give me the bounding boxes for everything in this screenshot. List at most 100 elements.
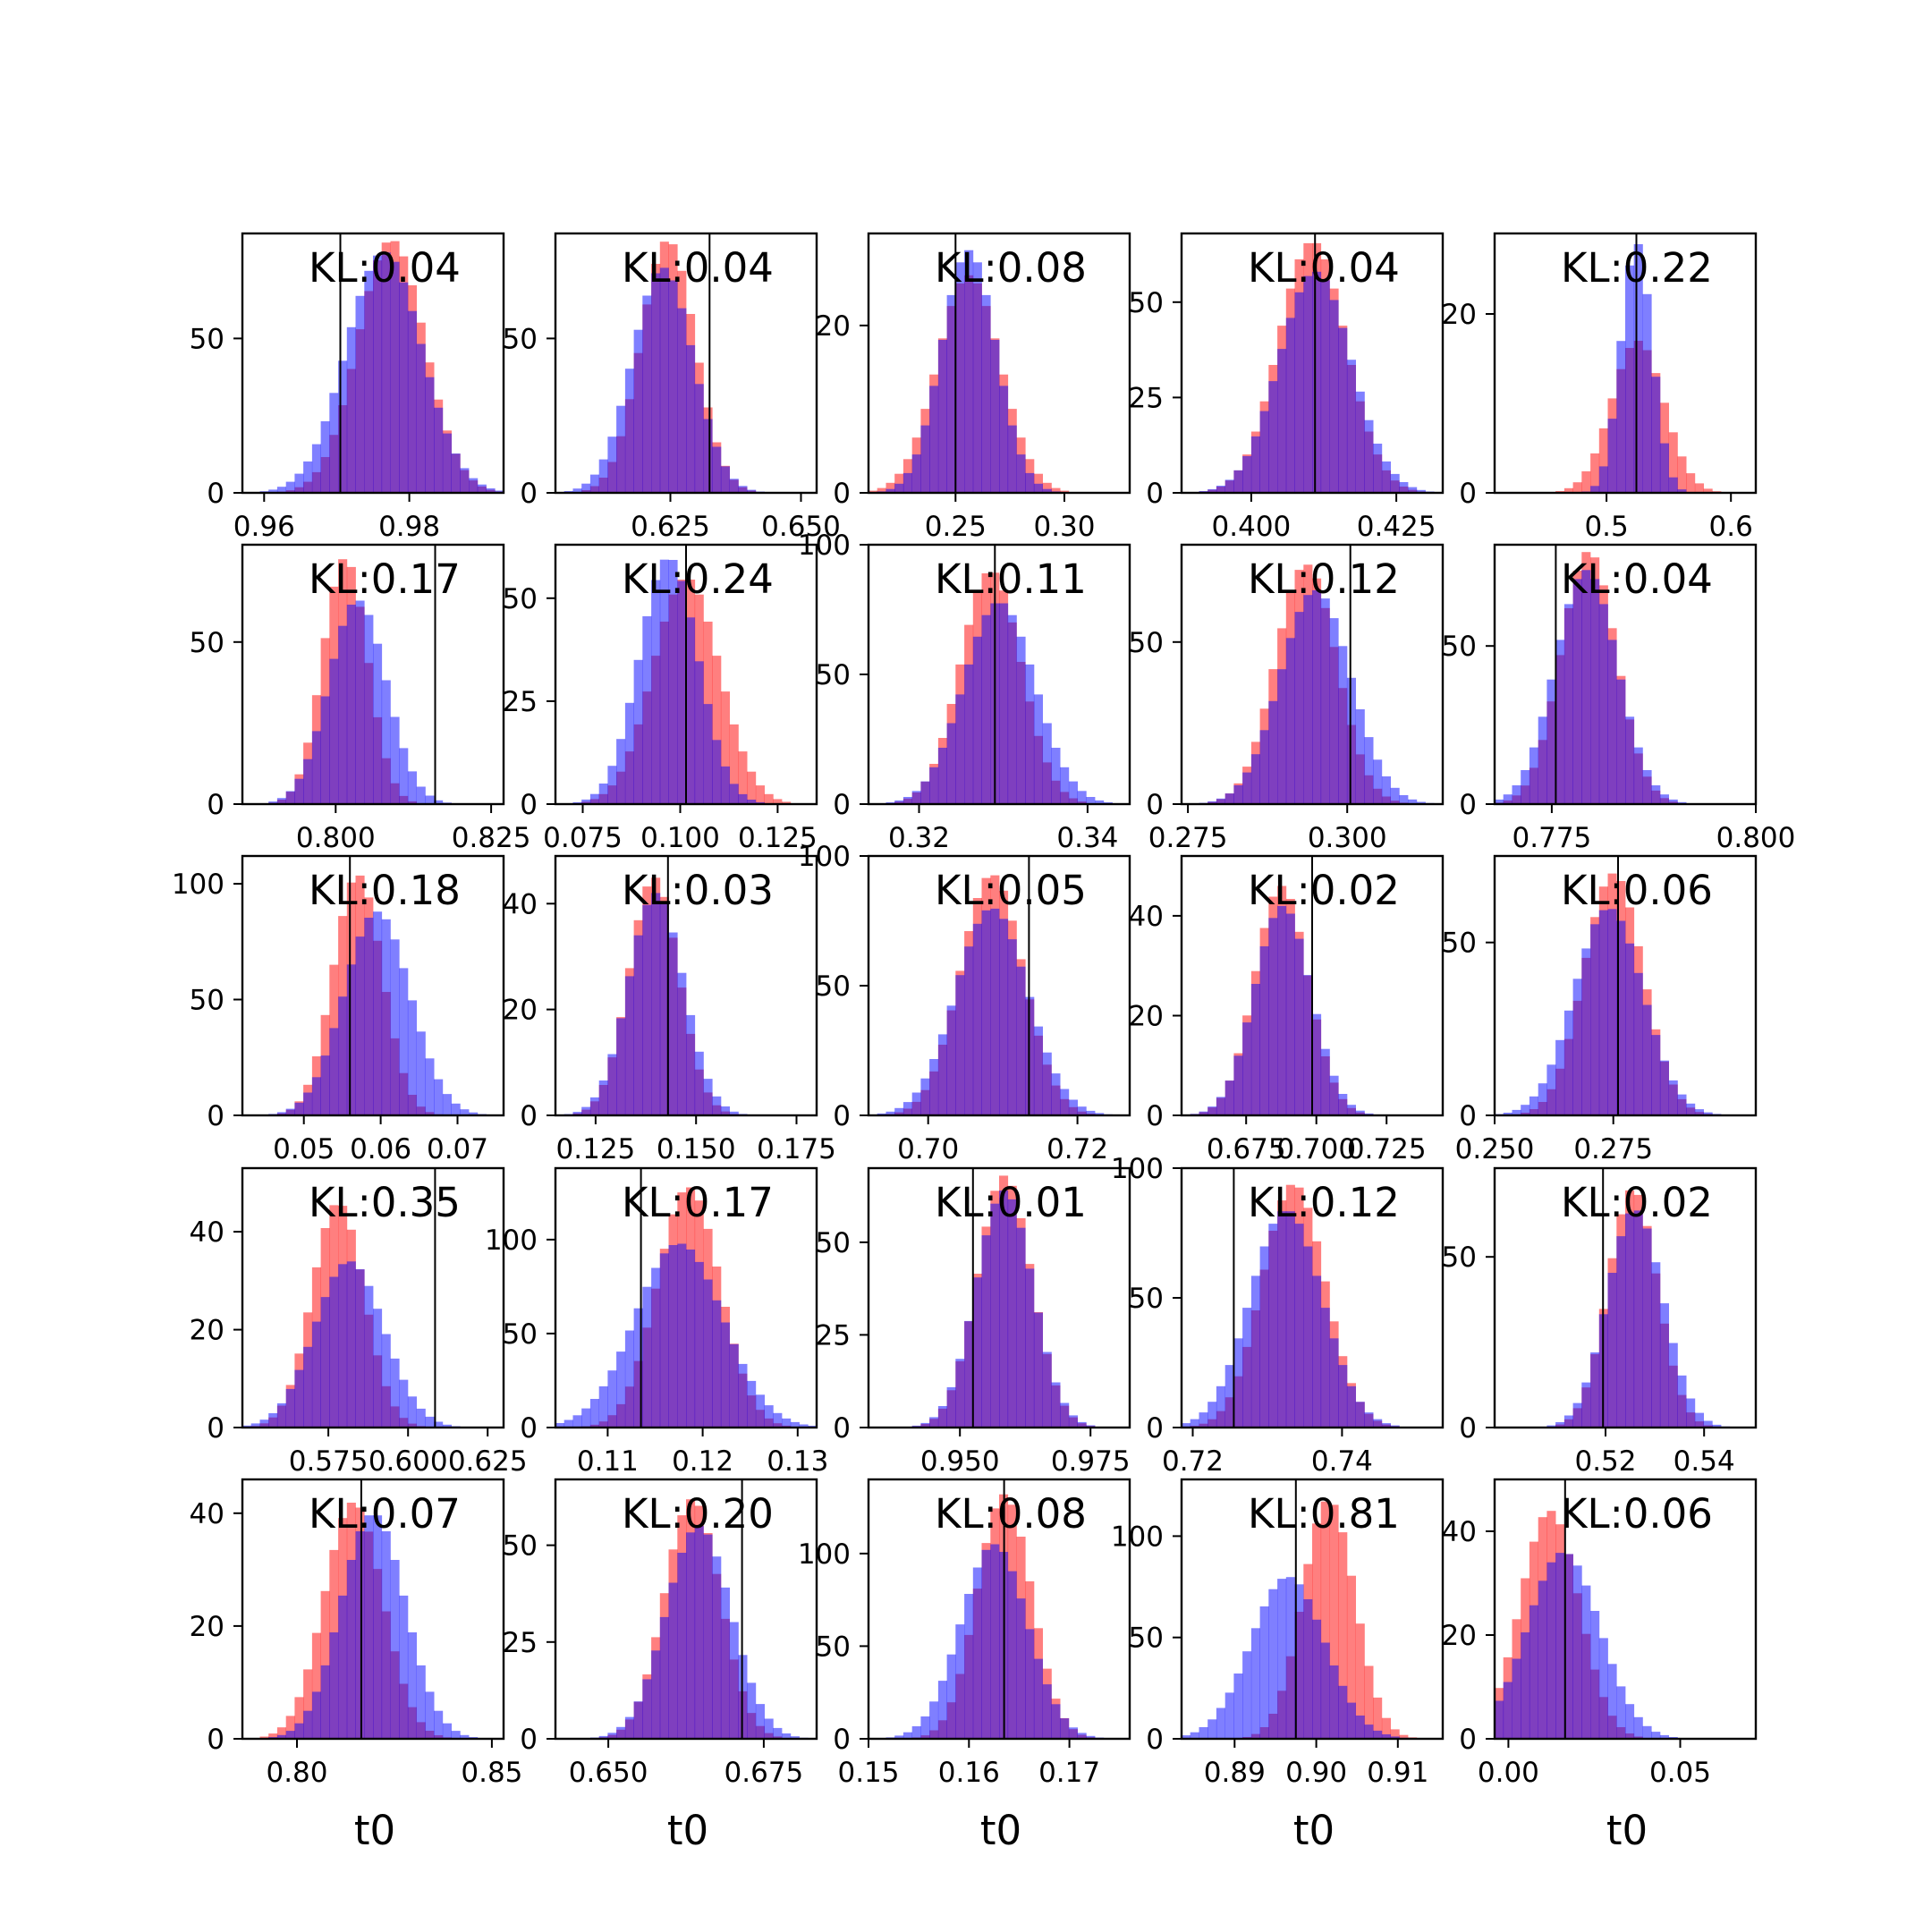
blue-histogram-bar — [1364, 1412, 1374, 1428]
blue-histogram-bar — [1590, 579, 1600, 804]
blue-histogram-bar — [1025, 664, 1035, 804]
axes-frame — [867, 232, 1131, 495]
red-histogram-bar — [729, 724, 739, 804]
y-tick-label: 20 — [816, 310, 851, 343]
blue-histogram-bar — [694, 661, 704, 804]
blue-histogram-bar — [677, 972, 687, 1115]
blue-histogram-bar — [659, 559, 669, 804]
blue-histogram-bar — [1312, 1013, 1322, 1115]
blue-histogram-bar — [1512, 1658, 1521, 1739]
axes-frame — [1180, 854, 1445, 1117]
blue-histogram-bar — [1060, 1718, 1070, 1739]
blue-histogram-bar — [1625, 265, 1635, 493]
blue-histogram-bar — [1250, 754, 1260, 804]
blue-histogram-bar — [1312, 271, 1322, 493]
x-tick-label: 0.275 — [1148, 822, 1228, 854]
red-histogram-bar — [1346, 1575, 1356, 1739]
blue-histogram-bar — [920, 1422, 930, 1428]
x-tick-label: 0.800 — [1716, 822, 1796, 854]
blue-histogram-bar — [1659, 443, 1669, 493]
blue-histogram-bar — [1242, 1022, 1252, 1115]
blue-histogram-bar — [1216, 486, 1225, 493]
red-histogram-bar — [1381, 1717, 1391, 1739]
blue-histogram-bar — [1338, 1685, 1348, 1739]
y-tick-label: 50 — [1129, 627, 1164, 659]
blue-histogram-bar — [799, 1424, 809, 1428]
y-tick-label: 0 — [1459, 789, 1477, 821]
red-histogram-bar — [1060, 490, 1070, 493]
blue-histogram-bar — [303, 758, 313, 804]
blue-histogram-bar — [407, 771, 417, 804]
blue-histogram-bar — [773, 1727, 783, 1739]
axes-frame — [554, 854, 818, 1117]
blue-histogram-bar — [1007, 425, 1017, 493]
x-tick-label: 0.625 — [448, 1445, 528, 1478]
red-histogram-bar — [1590, 453, 1600, 493]
blue-histogram-bar — [694, 384, 704, 493]
blue-histogram-bar — [1060, 1089, 1070, 1115]
x-axis-label: t0 — [1606, 1807, 1648, 1854]
blue-histogram-bar — [1607, 909, 1617, 1115]
blue-histogram-bar — [633, 1308, 643, 1428]
blue-histogram-bar — [1338, 1094, 1348, 1115]
y-tick-label: 0 — [1459, 1724, 1477, 1756]
blue-histogram-bar — [294, 1369, 304, 1428]
blue-histogram-bar — [1033, 483, 1043, 493]
blue-histogram-bar — [1538, 716, 1547, 804]
blue-histogram-bar — [1364, 1724, 1374, 1739]
blue-histogram-bar — [1659, 1734, 1669, 1739]
y-tick-label: 0 — [833, 1412, 851, 1445]
blue-histogram-bar — [338, 1264, 348, 1428]
blue-histogram-bar — [1590, 1352, 1600, 1428]
blue-histogram-bar — [1416, 489, 1426, 493]
histogram-panel-21: 0.80 0.85 0 20 40 KL:0.07 t0 — [190, 1478, 522, 1854]
blue-histogram-bar — [364, 614, 374, 804]
blue-histogram-bar — [1086, 1110, 1096, 1115]
blue-histogram-bar — [1095, 1113, 1105, 1115]
blue-histogram-bar — [1199, 1412, 1208, 1428]
blue-histogram-bar — [1381, 461, 1391, 493]
blue-histogram-bar — [381, 919, 391, 1115]
blue-histogram-bar — [1277, 349, 1287, 493]
blue-histogram-bar — [1373, 1730, 1383, 1739]
blue-histogram-bar — [425, 1691, 435, 1739]
blue-histogram-bar — [1303, 595, 1313, 804]
blue-histogram-bar — [1598, 604, 1608, 804]
blue-histogram-bar — [1303, 1246, 1313, 1428]
blue-histogram-bar — [972, 923, 982, 1115]
blue-histogram-bar — [920, 1716, 930, 1739]
blue-histogram-bar — [920, 425, 930, 493]
blue-histogram-bar — [738, 793, 748, 804]
blue-histogram-bar — [946, 1654, 956, 1739]
blue-histogram-bar — [399, 1379, 409, 1428]
blue-histogram-bar — [1616, 1236, 1626, 1428]
x-tick-label: 0.06 — [350, 1133, 411, 1165]
y-tick-label: 0 — [833, 478, 851, 510]
blue-histogram-bar — [1399, 795, 1409, 804]
blue-histogram-bar — [598, 1080, 608, 1115]
blue-histogram-bar — [381, 252, 391, 493]
blue-histogram-bar — [364, 270, 374, 493]
blue-histogram-bar — [651, 1267, 661, 1428]
blue-histogram-bar — [1294, 1224, 1304, 1428]
blue-histogram-bar — [311, 1077, 321, 1115]
blue-histogram-bar — [1025, 1629, 1035, 1739]
blue-histogram-bar — [329, 393, 339, 493]
blue-histogram-bar — [451, 1103, 461, 1115]
blue-histogram-bar — [937, 339, 947, 493]
blue-histogram-bar — [1042, 723, 1052, 804]
blue-histogram-bar — [1625, 1704, 1635, 1739]
blue-histogram-bar — [1633, 747, 1643, 804]
blue-histogram-bar — [1224, 1080, 1234, 1115]
blue-histogram-bar — [1285, 318, 1295, 493]
blue-histogram-bar — [1190, 1732, 1199, 1739]
kl-annotation: KL:0.20 — [622, 1490, 774, 1538]
blue-histogram-bar — [686, 617, 696, 804]
blue-histogram-bar — [581, 1408, 591, 1428]
x-tick-label: 0.5 — [1584, 511, 1628, 543]
blue-histogram-bar — [990, 1544, 1000, 1739]
blue-histogram-bar — [1572, 1565, 1582, 1739]
blue-histogram-bar — [311, 1691, 321, 1739]
blue-histogram-bar — [694, 1526, 704, 1739]
